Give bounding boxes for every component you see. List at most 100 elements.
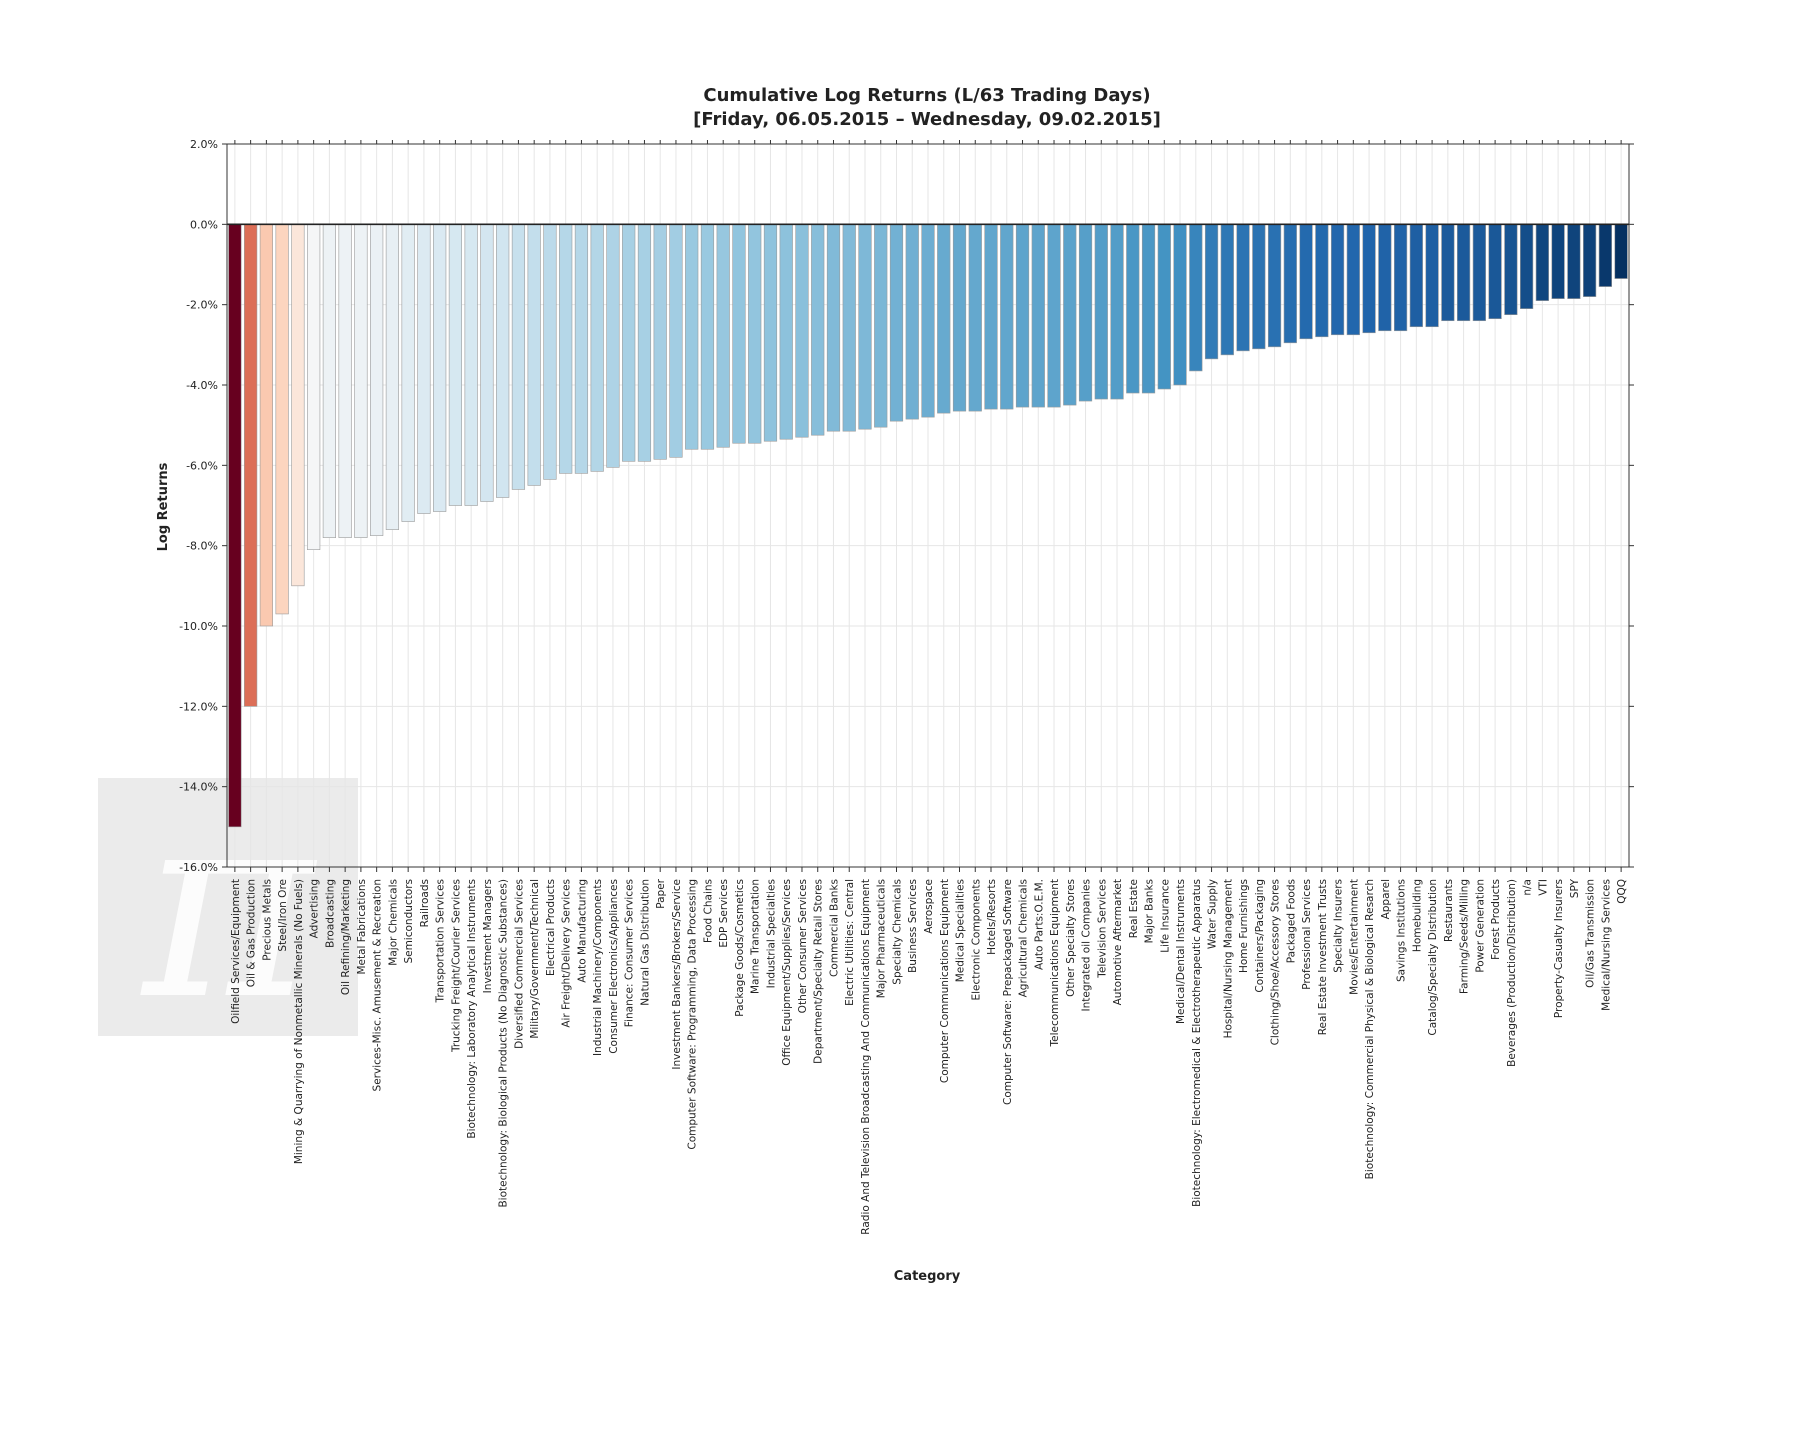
bar <box>1283 224 1297 344</box>
y-tick-label: -4.0% <box>186 379 218 392</box>
category-label: Trucking Freight/Courier Services <box>450 879 462 1053</box>
bar <box>905 224 919 420</box>
category-label: Life Insurance <box>1159 879 1171 953</box>
bar <box>1299 224 1313 340</box>
category-label: Computer Software: Programming, Data Pro… <box>687 879 699 1150</box>
category-label: Professional Services <box>1301 879 1313 990</box>
category-label: Computer Communications Equipment <box>939 879 951 1083</box>
category-label: Investment Managers <box>482 879 494 993</box>
watermark-pi-logo: π <box>138 755 317 1057</box>
bar <box>1141 224 1156 394</box>
bar <box>1393 224 1408 332</box>
y-tick-label: 0.0% <box>190 218 218 231</box>
category-label: Electronic Components <box>970 879 982 1001</box>
category-label: Medical Specialities <box>955 879 967 982</box>
category-label: Hospital/Nursing Management <box>1222 879 1234 1038</box>
category-label: Other Consumer Services <box>797 879 809 1013</box>
category-label: Apparel <box>1380 879 1392 919</box>
bar <box>464 224 478 506</box>
category-label: Aerospace <box>923 879 935 934</box>
bar <box>1567 224 1581 299</box>
category-label: Military/Government/Technical <box>529 879 541 1039</box>
category-label: Major Chemicals <box>387 879 399 966</box>
bar <box>385 224 400 530</box>
category-label: Oilfield Services/Equipment <box>230 879 242 1024</box>
category-label: n/a <box>1522 879 1534 896</box>
category-label: Advertising <box>309 879 321 938</box>
bar <box>968 224 982 412</box>
bar <box>590 224 604 472</box>
category-label: Water Supply <box>1207 879 1219 949</box>
watermark: π <box>98 755 358 1057</box>
y-tick-label: 2.0% <box>190 138 218 151</box>
bar <box>1535 224 1549 301</box>
category-label: Oil & Gas Production <box>246 879 258 987</box>
bar <box>417 224 431 514</box>
category-label: SPY <box>1569 878 1581 898</box>
bar <box>527 224 541 486</box>
bar <box>1063 224 1077 406</box>
category-label: Hotels/Resorts <box>986 879 998 955</box>
category-label: Railroads <box>419 879 431 927</box>
y-axis-title: Log Returns <box>156 462 171 551</box>
bar <box>653 224 667 460</box>
category-label: Broadcasting <box>324 879 336 948</box>
bar <box>1488 224 1502 320</box>
bar <box>700 224 715 450</box>
category-label: Electrical Products <box>545 879 557 976</box>
category-label: Office Equipment/Supplies/Services <box>781 879 793 1066</box>
category-label: Beverages (Production/Distribution) <box>1506 879 1518 1067</box>
bar <box>1378 224 1392 332</box>
category-label: Oil/Gas Transmission <box>1585 879 1597 988</box>
bar <box>1583 224 1597 297</box>
bar <box>354 224 368 538</box>
bar <box>732 224 746 444</box>
category-label: Homebuilding <box>1411 879 1423 952</box>
category-label: Auto Parts:O.E.M. <box>1033 879 1045 970</box>
category-label: Other Specialty Stores <box>1065 879 1077 997</box>
bar <box>1425 224 1439 328</box>
bar <box>1409 224 1423 328</box>
bar <box>1520 224 1534 309</box>
category-label: Finance: Consumer Services <box>624 879 636 1027</box>
category-label: Home Furnishings <box>1238 879 1250 973</box>
category-label: Integrated oil Companies <box>1081 879 1093 1012</box>
category-label: Auto Manufacturing <box>576 879 588 983</box>
bar <box>795 224 809 438</box>
bar <box>244 224 258 707</box>
category-label: Catalog/Specialty Distribution <box>1427 879 1439 1036</box>
bar <box>1094 224 1108 400</box>
category-label: Oil Refining/Marketing <box>340 879 352 995</box>
category-label: Transportation Services <box>435 879 447 1003</box>
category-label: Computer Software: Prepackaged Software <box>1002 879 1014 1105</box>
category-label: Containers/Packaging <box>1254 879 1266 993</box>
bar <box>1157 224 1171 390</box>
category-label: Semiconductors <box>403 879 415 964</box>
category-label: Food Chains <box>702 879 714 943</box>
category-label: Biotechnology: Biological Products (No D… <box>498 879 510 1208</box>
bar <box>748 224 762 444</box>
bar <box>937 224 951 414</box>
category-label: Industrial Machinery/Components <box>592 879 604 1056</box>
bar <box>685 224 699 450</box>
bar <box>1047 224 1061 408</box>
category-label: Metal Fabrications <box>356 879 368 975</box>
category-label: Air Freight/Delivery Services <box>561 879 573 1028</box>
bar <box>1189 224 1203 372</box>
bar <box>1000 224 1014 410</box>
category-label: Paper <box>655 878 667 908</box>
bar <box>921 224 935 418</box>
category-label: Electric Utilities: Central <box>844 879 856 1006</box>
bar <box>1126 224 1140 394</box>
category-label: QQQ <box>1616 879 1628 904</box>
category-label: Department/Specialty Retail Stores <box>813 879 825 1064</box>
bar <box>559 224 573 474</box>
bar <box>496 224 510 498</box>
bar <box>779 224 793 440</box>
bar <box>858 224 872 430</box>
y-tick-label: -2.0% <box>186 299 218 312</box>
category-label: Major Banks <box>1144 879 1156 943</box>
bar <box>952 224 967 412</box>
category-label: Biotechnology: Laboratory Analytical Ins… <box>466 879 478 1139</box>
category-label: Steel/Iron Ore <box>277 879 289 952</box>
